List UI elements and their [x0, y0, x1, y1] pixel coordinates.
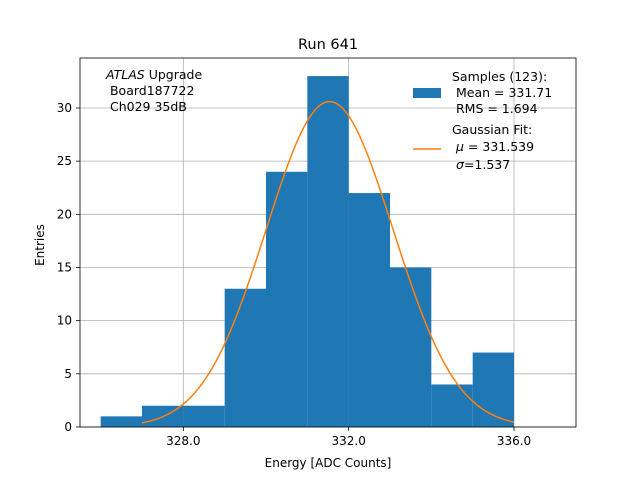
y-axis-label: Entries [33, 224, 47, 266]
y-tick-label: 0 [64, 420, 72, 434]
histogram-bar [431, 384, 473, 427]
legend-samples-swatch [413, 88, 441, 98]
annotation-atlas: ATLAS [105, 67, 145, 82]
histogram-bar [100, 416, 142, 427]
gaussian-fit-curve [141, 100, 515, 424]
y-tick-label: 15 [57, 260, 72, 274]
x-axis-ticks: 328.0 332.0 336.0 [166, 427, 531, 448]
histogram-bar [224, 288, 266, 427]
annotation-channel: Ch029 35dB [106, 99, 187, 114]
legend: Samples (123): Mean = 331.71 RMS = 1.694… [413, 69, 552, 172]
histogram-bar [307, 76, 349, 427]
legend-mu-value: = 331.539 [464, 139, 534, 154]
y-axis-ticks: 0 5 10 15 20 25 30 [57, 101, 80, 434]
legend-fit-mu: μ = 331.539 [455, 139, 534, 154]
plot-frame [79, 57, 577, 428]
y-tick-label: 25 [57, 154, 72, 168]
legend-samples-rms: RMS = 1.694 [452, 101, 538, 116]
x-tick-label: 332.0 [331, 434, 365, 448]
annotation-upgrade: Upgrade [145, 67, 203, 82]
x-tick-label: 336.0 [497, 434, 531, 448]
histogram-bars [100, 76, 514, 427]
histogram-bar [348, 193, 390, 427]
annotation-line-1: ATLAS Upgrade [105, 67, 202, 82]
legend-samples-title: Samples (123): [452, 69, 547, 84]
atlas-annotation: ATLAS Upgrade Board187722 Ch029 35dB [105, 67, 202, 114]
y-tick-label: 30 [57, 101, 72, 115]
histogram-bar [390, 267, 432, 427]
legend-samples-mean: Mean = 331.71 [452, 85, 552, 100]
histogram-bar [183, 405, 225, 427]
annotation-board: Board187722 [106, 83, 194, 98]
legend-sigma-symbol: σ [456, 157, 465, 172]
y-tick-label: 20 [57, 207, 72, 221]
chart-title: Run 641 [298, 37, 358, 53]
histogram-bar [266, 171, 308, 427]
x-tick-label: 328.0 [166, 434, 200, 448]
x-axis-label: Energy [ADC Counts] [265, 456, 392, 470]
y-tick-label: 5 [64, 367, 72, 381]
legend-sigma-value: =1.537 [464, 157, 510, 172]
y-tick-label: 10 [57, 314, 72, 328]
legend-fit-title: Gaussian Fit: [452, 122, 532, 137]
legend-fit-sigma: σ=1.537 [456, 157, 510, 172]
legend-mu-symbol: μ [455, 139, 464, 154]
